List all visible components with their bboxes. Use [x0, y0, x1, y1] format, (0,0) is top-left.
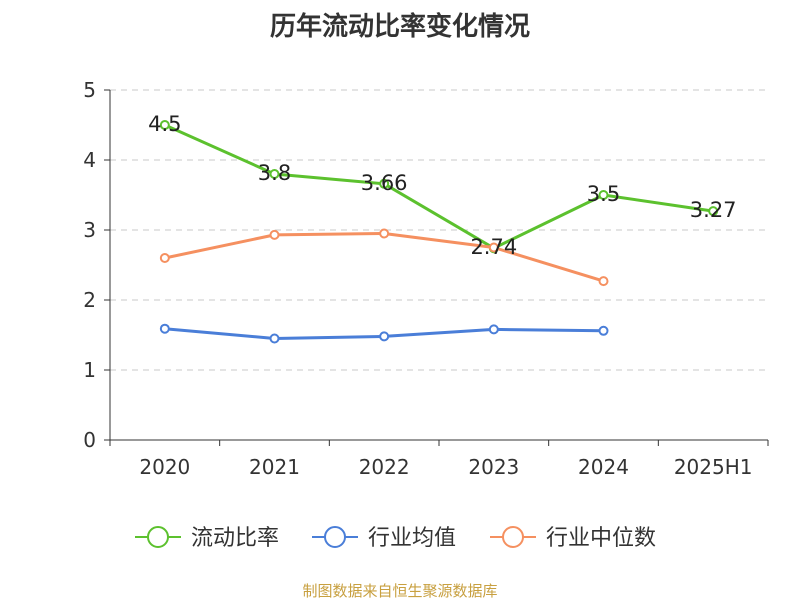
y-tick-label: 5: [83, 78, 96, 102]
x-tick-label: 2020: [139, 455, 190, 479]
data-point: [379, 228, 390, 239]
x-tick-label: 2023: [468, 455, 519, 479]
y-tick-label: 2: [83, 288, 96, 312]
data-point: [598, 190, 609, 200]
series-lines: [159, 120, 719, 344]
data-point: [159, 253, 170, 263]
legend-item: 行业中位数: [490, 526, 656, 551]
legend-circle-icon: [502, 526, 524, 548]
axes: 0 1 2 3 4 5 2020 2021 2022 2023 2024 2025H1: [83, 78, 769, 479]
data-point: [269, 229, 280, 240]
data-label: 3.5: [587, 182, 620, 206]
legend-circle-icon: [147, 526, 169, 548]
data-point: [159, 120, 170, 130]
series-line: [164, 232, 604, 283]
data-point: [488, 242, 499, 253]
x-tick-label: 2024: [578, 455, 629, 479]
x-tick-label: 2022: [359, 455, 410, 479]
series-line: [164, 123, 714, 250]
data-label: 2.74: [470, 235, 517, 259]
source-note: 制图数据来自恒生聚源数据库: [302, 582, 498, 600]
legend-circle-icon: [324, 526, 346, 548]
data-label: 3.8: [258, 161, 291, 185]
x-tick-label: 2021: [249, 455, 300, 479]
data-point: [488, 324, 499, 335]
data-point: [708, 206, 719, 217]
data-point: [269, 169, 280, 179]
chart-title: 历年流动比率变化情况: [269, 12, 530, 42]
data-point: [159, 323, 170, 334]
legend-label: 行业中位数: [546, 526, 656, 551]
data-label: 4.5: [148, 112, 181, 136]
legend-label: 行业均值: [368, 526, 456, 551]
y-tick-label: 3: [83, 218, 96, 242]
gridlines: [110, 89, 768, 371]
x-tick-label: 2025H1: [674, 455, 753, 479]
data-point: [598, 325, 609, 336]
data-label: 3.27: [690, 198, 737, 222]
data-point: [598, 276, 609, 287]
legend-item: 流动比率: [135, 526, 279, 551]
y-tick-label: 1: [83, 358, 96, 382]
data-point: [269, 333, 280, 344]
data-label: 3.66: [361, 171, 408, 195]
legend: 流动比率 行业均值 行业中位数: [135, 526, 656, 551]
y-tick-label: 0: [83, 428, 96, 452]
data-labels: 4.5 3.8 3.66 2.74 3.5 3.27: [148, 112, 736, 259]
legend-item: 行业均值: [312, 526, 456, 551]
data-point: [379, 178, 390, 189]
data-point: [379, 331, 390, 342]
y-tick-label: 4: [83, 148, 96, 172]
legend-label: 流动比率: [191, 526, 279, 551]
